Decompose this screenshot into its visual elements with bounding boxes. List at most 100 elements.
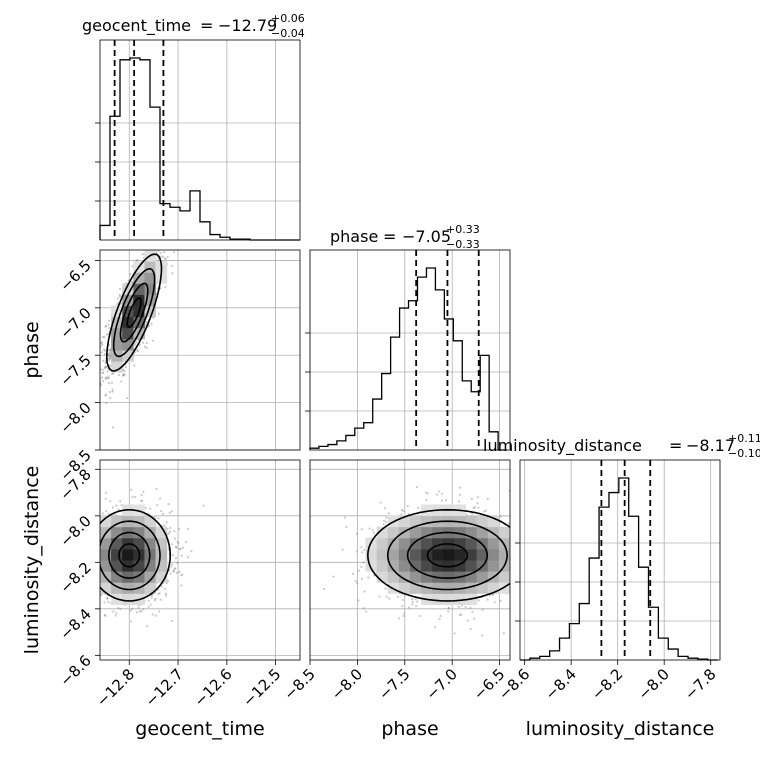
density-cell — [111, 327, 123, 340]
title-luminosity-distance-plus: +0.11 — [728, 432, 760, 445]
title-phase-eq: = — [383, 227, 396, 246]
sample-point — [378, 595, 381, 598]
sample-point — [115, 504, 118, 507]
sample-point — [176, 540, 179, 544]
sample-point — [515, 524, 517, 526]
density-cell — [122, 338, 134, 351]
sample-point — [171, 553, 174, 557]
sample-point — [178, 527, 181, 531]
sample-point — [135, 611, 139, 614]
density-cell — [133, 526, 145, 539]
sample-point — [111, 390, 114, 393]
sample-point — [363, 548, 366, 551]
sample-point — [515, 558, 517, 560]
density-cell — [398, 582, 411, 594]
sample-point — [83, 554, 85, 556]
sample-point — [470, 497, 473, 501]
sample-point — [174, 545, 178, 549]
sample-point — [96, 588, 98, 590]
sample-point — [101, 371, 104, 374]
sample-point — [84, 554, 86, 556]
sample-point — [102, 359, 105, 362]
sample-point — [414, 604, 418, 608]
sample-point — [90, 541, 92, 543]
sample-point — [168, 511, 171, 514]
sample-point — [108, 359, 111, 362]
sample-point — [150, 596, 153, 599]
sample-point — [85, 559, 87, 561]
sample-point — [119, 500, 122, 503]
joint-phase-luminosity_distance — [323, 485, 517, 637]
sample-point — [482, 510, 486, 513]
sample-point — [95, 546, 97, 548]
density-cell — [454, 593, 467, 605]
sample-point — [153, 599, 156, 602]
sample-point — [385, 595, 388, 598]
sample-point — [157, 517, 160, 520]
sample-point — [96, 578, 98, 580]
sample-point — [379, 501, 382, 504]
sample-point — [111, 426, 115, 429]
sample-point — [372, 574, 376, 577]
panel-frame — [309, 459, 511, 661]
sample-point — [161, 255, 164, 258]
sample-point — [163, 257, 166, 260]
sample-point — [103, 349, 106, 352]
sample-point — [117, 606, 120, 610]
sample-point — [143, 345, 147, 348]
sample-point — [161, 512, 165, 516]
sample-point — [154, 597, 157, 600]
density-cell — [122, 582, 134, 594]
sample-point — [472, 506, 475, 510]
sample-point — [100, 383, 102, 387]
sample-point — [140, 610, 143, 613]
density-cell — [410, 515, 422, 528]
density-cell — [454, 526, 467, 539]
contour-line — [406, 531, 489, 579]
contour-line — [386, 520, 509, 591]
sample-point — [122, 372, 125, 375]
density-cell — [498, 548, 510, 561]
density-cell — [387, 548, 400, 561]
ytick-label: −8.4 — [56, 605, 94, 643]
sample-point — [171, 543, 174, 546]
panel-frame — [99, 459, 301, 661]
sample-point — [362, 607, 365, 610]
sample-point — [403, 612, 406, 615]
sample-point — [95, 523, 97, 525]
sample-point — [144, 506, 148, 510]
sample-point — [411, 598, 414, 601]
sample-point — [107, 512, 110, 516]
sample-point — [110, 381, 114, 384]
density-cell — [476, 571, 489, 583]
sample-point — [97, 543, 99, 545]
density-cell — [122, 571, 134, 583]
sample-point — [95, 547, 97, 549]
density-cell — [421, 571, 433, 583]
sample-point — [396, 595, 400, 599]
panel-bg — [310, 250, 510, 450]
sample-point — [425, 491, 428, 494]
sample-point — [174, 556, 178, 560]
sample-point — [97, 551, 99, 553]
sample-point — [343, 516, 347, 519]
sample-point — [112, 610, 115, 613]
histogram-geocent_time — [99, 57, 300, 241]
sample-point — [78, 391, 80, 393]
sample-point — [146, 625, 149, 628]
sample-point — [90, 561, 92, 563]
histogram-luminosity_distance — [520, 477, 718, 661]
sample-point — [332, 575, 335, 578]
sample-point — [164, 257, 167, 261]
sample-point — [90, 551, 92, 553]
sample-point — [87, 533, 89, 535]
sample-point — [108, 319, 111, 322]
sample-point — [111, 506, 114, 509]
sample-point — [173, 530, 176, 533]
sample-point — [187, 556, 190, 559]
xtick-label: −12.7 — [142, 665, 187, 710]
sample-point — [147, 599, 150, 602]
density-cell — [465, 526, 478, 539]
density-cell — [432, 548, 444, 561]
density-cell — [111, 560, 123, 572]
